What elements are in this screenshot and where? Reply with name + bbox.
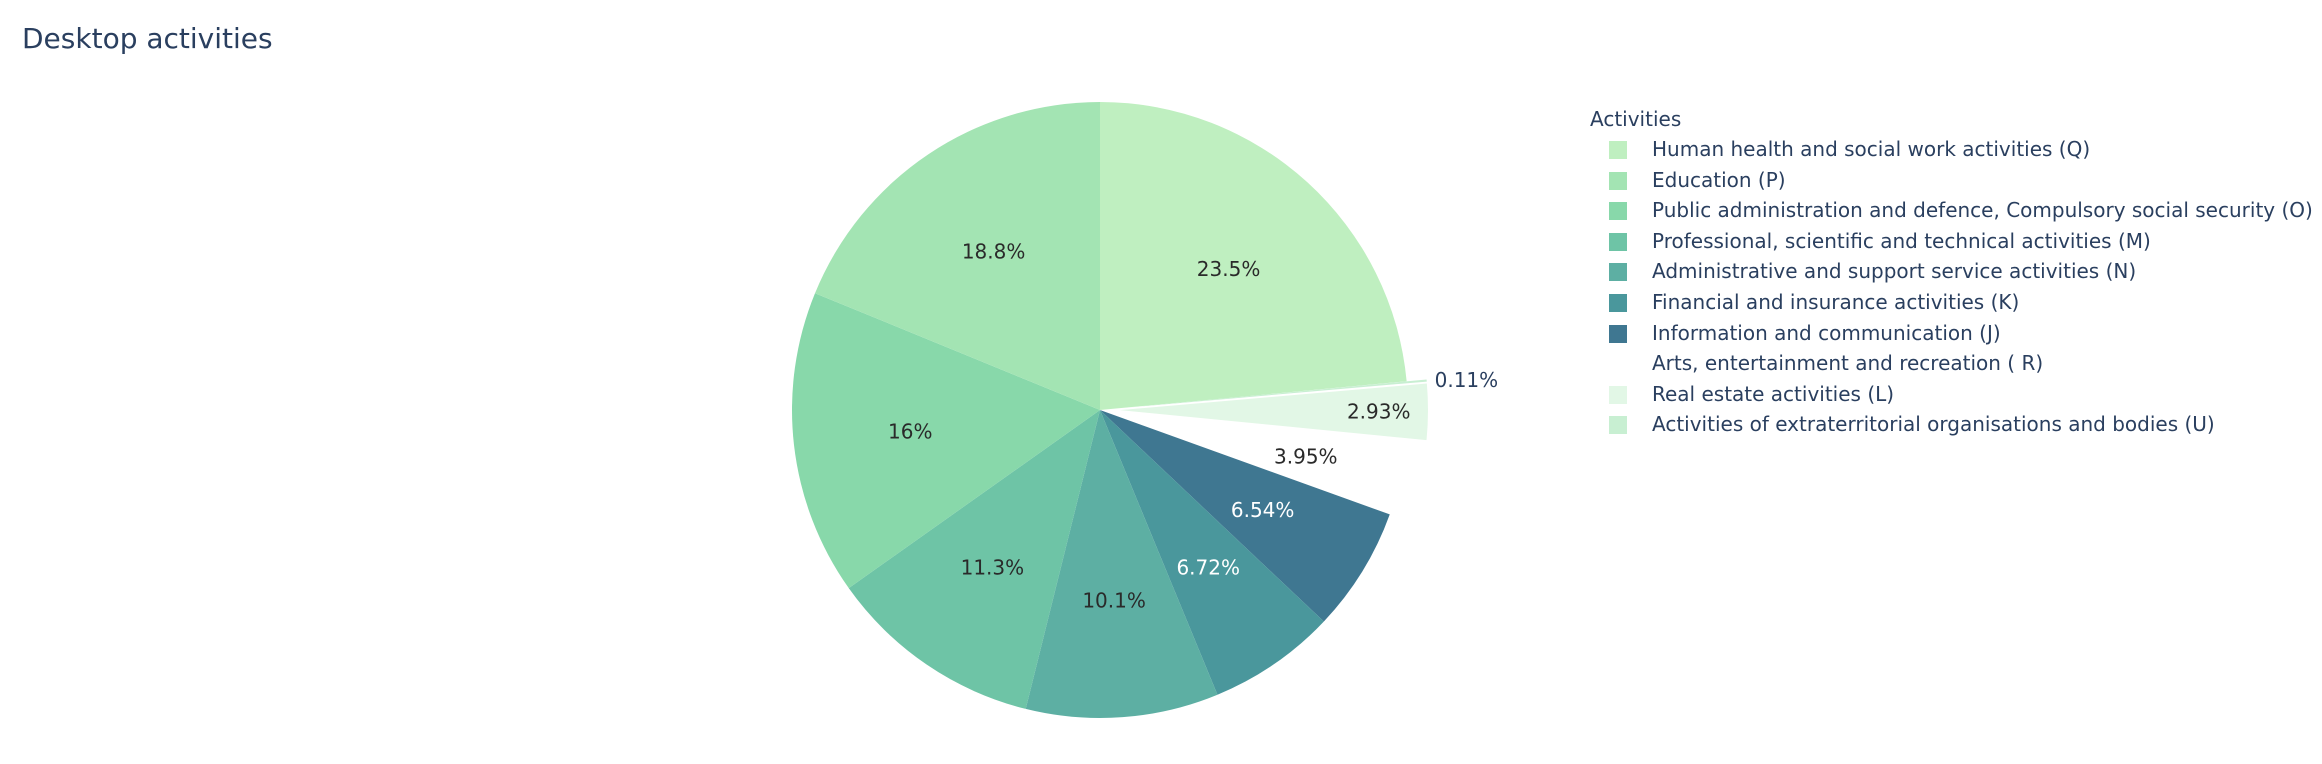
legend-label: Real estate activities (L) xyxy=(1652,381,1895,406)
legend-swatch xyxy=(1609,171,1627,190)
legend-swatch xyxy=(1609,416,1627,435)
slice-label: 6.72% xyxy=(1176,555,1240,579)
pie-slice[interactable] xyxy=(791,293,1100,589)
slice-label: 18.8% xyxy=(962,239,1026,263)
legend-label: Activities of extraterritorial organisat… xyxy=(1652,412,2215,437)
legend-items: Human health and social work activities … xyxy=(1590,134,2313,440)
legend-swatch xyxy=(1609,293,1627,312)
pie-slice[interactable] xyxy=(1025,410,1218,718)
legend-label: Arts, entertainment and recreation ( R) xyxy=(1652,351,2044,376)
legend-item[interactable]: Professional, scientific and technical a… xyxy=(1590,226,2313,257)
pie-slice[interactable] xyxy=(1100,410,1324,695)
legend-item[interactable]: Real estate activities (L) xyxy=(1590,379,2313,410)
legend: Activities Human health and social work … xyxy=(1590,104,2313,440)
legend-swatch xyxy=(1609,324,1627,343)
legend-item[interactable]: Public administration and defence, Compu… xyxy=(1590,195,2313,226)
legend-title: Activities xyxy=(1590,107,1682,131)
legend-label: Information and communication (J) xyxy=(1652,320,2001,345)
legend-label: Financial and insurance activities (K) xyxy=(1652,289,2020,314)
slice-label: 2.93% xyxy=(1347,400,1411,424)
legend-label: Administrative and support service activ… xyxy=(1652,259,2137,284)
pie-slice[interactable] xyxy=(1119,383,1428,441)
legend-swatch xyxy=(1609,355,1627,374)
legend-swatch xyxy=(1609,141,1627,159)
pie-slice[interactable] xyxy=(1119,414,1427,519)
legend-item[interactable]: Administrative and support service activ… xyxy=(1590,256,2313,287)
slice-label: 16% xyxy=(888,420,932,444)
slice-label: 0.11% xyxy=(1435,368,1499,392)
chart-title: Desktop activities xyxy=(22,22,273,55)
pie-slice[interactable] xyxy=(1100,410,1390,622)
legend-item[interactable]: Human health and social work activities … xyxy=(1590,134,2313,165)
legend-swatch xyxy=(1609,202,1627,221)
legend-label: Human health and social work activities … xyxy=(1652,137,2091,161)
pie-slice[interactable] xyxy=(848,410,1100,709)
legend-item[interactable]: Education (P) xyxy=(1590,165,2313,196)
legend-swatch xyxy=(1609,263,1627,282)
slice-label: 23.5% xyxy=(1197,257,1261,281)
legend-item[interactable]: Financial and insurance activities (K) xyxy=(1590,287,2313,318)
legend-item[interactable]: Information and communication (J) xyxy=(1590,318,2313,349)
legend-label: Professional, scientific and technical a… xyxy=(1652,228,2151,253)
slice-label: 10.1% xyxy=(1082,588,1146,612)
pie-slice[interactable] xyxy=(815,102,1100,410)
pie-slice[interactable] xyxy=(1100,102,1407,410)
legend-item[interactable]: Activities of extraterritorial organisat… xyxy=(1590,409,2313,440)
slice-label: 6.54% xyxy=(1231,498,1295,522)
legend-item[interactable]: Arts, entertainment and recreation ( R) xyxy=(1590,348,2313,379)
legend-label: Education (P) xyxy=(1652,167,1786,192)
pie-slice[interactable] xyxy=(1119,379,1427,409)
legend-label: Public administration and defence, Compu… xyxy=(1652,198,2313,223)
legend-swatch xyxy=(1609,385,1627,404)
slice-label: 3.95% xyxy=(1274,444,1338,468)
slice-label: 11.3% xyxy=(961,556,1025,580)
legend-swatch xyxy=(1609,232,1627,251)
